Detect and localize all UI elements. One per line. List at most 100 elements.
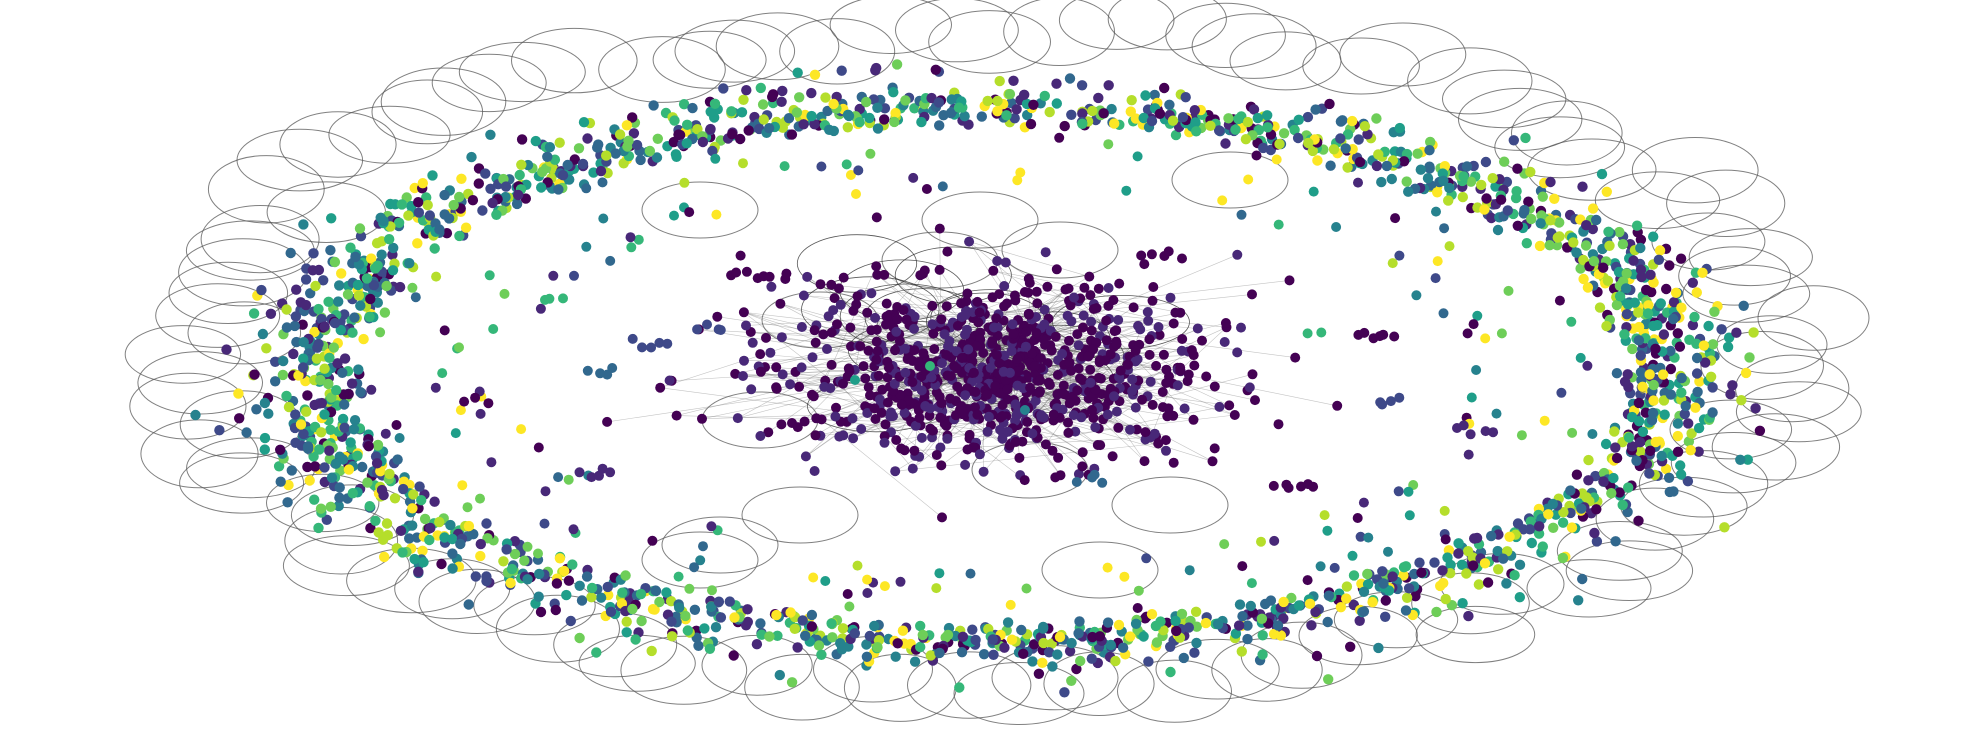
- core-node: [999, 350, 1010, 361]
- core-node: [1042, 281, 1053, 292]
- ring-node: [1233, 620, 1245, 631]
- ring-node: [674, 602, 685, 613]
- ring-node: [1521, 238, 1533, 249]
- ring-node: [1705, 371, 1717, 382]
- ring-node: [315, 503, 327, 514]
- ring-node: [1044, 106, 1055, 118]
- ring-node: [1549, 193, 1560, 204]
- ring-node: [711, 209, 722, 220]
- ring-node: [1113, 619, 1125, 631]
- core-node: [1091, 303, 1102, 314]
- ring-node: [1191, 637, 1202, 649]
- core-node: [931, 450, 942, 460]
- ring-node: [1328, 144, 1340, 155]
- ring-node: [1582, 282, 1594, 293]
- core-node: [1023, 309, 1034, 320]
- ring-node: [394, 433, 405, 443]
- ring-node: [650, 585, 661, 596]
- self-loop-edge: [279, 111, 397, 178]
- cluster-node: [1183, 369, 1194, 380]
- ring-node: [1286, 592, 1297, 604]
- ring-node: [486, 457, 497, 468]
- ring-node: [313, 522, 324, 534]
- ring-node: [1335, 133, 1346, 144]
- ring-node: [1323, 674, 1334, 685]
- ring-node: [756, 629, 767, 640]
- ring-node: [1005, 599, 1016, 610]
- ring-node: [1707, 339, 1719, 350]
- ring-node: [439, 532, 450, 543]
- cluster-node: [522, 541, 533, 552]
- cluster-node: [1302, 328, 1313, 339]
- self-loop-edge: [1171, 151, 1289, 209]
- ring-node: [651, 152, 663, 163]
- ring-node: [1103, 139, 1114, 150]
- ring-node: [259, 444, 270, 455]
- ring-node: [682, 625, 693, 636]
- ring-node: [334, 492, 345, 503]
- ring-node: [1246, 578, 1257, 589]
- core-node: [925, 403, 936, 414]
- ring-node: [1442, 552, 1453, 563]
- core-node: [1130, 402, 1141, 413]
- ring-node: [786, 129, 798, 140]
- ring-node: [261, 343, 272, 354]
- ring-node: [597, 177, 608, 188]
- ring-node: [1643, 300, 1654, 311]
- core-node: [1031, 286, 1042, 297]
- ring-node: [485, 129, 496, 140]
- core-loop-edge: [801, 276, 940, 343]
- core-node: [755, 349, 766, 360]
- core-edge: [660, 387, 1038, 438]
- core-node: [1023, 273, 1034, 284]
- ring-node: [755, 618, 766, 629]
- core-node: [810, 337, 821, 348]
- self-loop-edge: [137, 351, 263, 415]
- ring-node: [1493, 564, 1504, 575]
- ring-node: [798, 119, 809, 130]
- ring-node: [827, 632, 838, 643]
- ring-node: [654, 596, 665, 608]
- ring-node: [786, 677, 798, 688]
- ring-node: [1377, 566, 1388, 577]
- ring-node: [534, 568, 545, 580]
- ring-node: [1623, 432, 1635, 443]
- ring-node: [1614, 291, 1626, 302]
- ring-node: [333, 500, 344, 512]
- ring-node: [290, 409, 301, 420]
- ring-node: [1519, 204, 1530, 216]
- core-node: [1051, 264, 1062, 275]
- ring-node: [1491, 408, 1502, 419]
- ring-node: [380, 428, 391, 439]
- self-loop-edge: [1527, 138, 1657, 201]
- ring-node: [1064, 645, 1076, 657]
- core-node: [738, 307, 749, 318]
- ring-node: [706, 521, 717, 532]
- ring-node: [234, 413, 245, 424]
- core-node: [1008, 329, 1019, 340]
- core-node: [1048, 409, 1059, 420]
- ring-node: [1248, 104, 1260, 115]
- ring-node: [614, 129, 626, 140]
- ring-node: [298, 353, 309, 364]
- ring-node: [308, 451, 319, 462]
- core-node: [1063, 427, 1074, 438]
- ring-node: [779, 161, 790, 172]
- ring-node: [1690, 402, 1701, 413]
- core-node: [776, 332, 787, 343]
- ring-node: [1598, 476, 1609, 487]
- core-node: [876, 407, 887, 418]
- ring-node: [764, 631, 775, 642]
- ring-node: [347, 327, 358, 338]
- ring-node: [355, 300, 366, 311]
- ring-node: [636, 615, 647, 627]
- core-node: [910, 420, 921, 431]
- self-loop-edge: [1458, 87, 1583, 151]
- ring-node: [698, 541, 708, 552]
- ring-node: [392, 454, 403, 465]
- ring-node: [337, 413, 349, 425]
- ring-node: [1306, 620, 1317, 631]
- self-loop-edge: [921, 191, 1039, 249]
- ring-node: [1479, 204, 1490, 215]
- ring-node: [1016, 624, 1027, 636]
